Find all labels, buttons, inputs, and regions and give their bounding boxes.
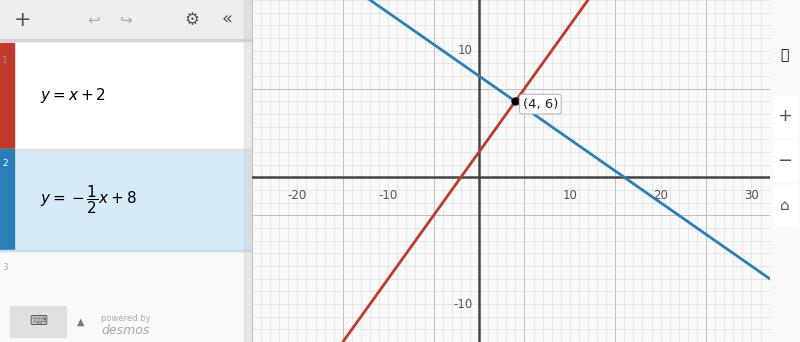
Bar: [0, 149, 14, 250]
Text: 🔧: 🔧: [781, 48, 789, 62]
Bar: [0, 149, 252, 150]
Text: $y = x + 2$: $y = x + 2$: [40, 86, 106, 105]
Text: -10: -10: [378, 189, 398, 202]
Text: ⌨: ⌨: [29, 315, 46, 328]
Text: 2: 2: [2, 159, 8, 168]
Text: 10: 10: [458, 44, 473, 57]
Text: 1: 1: [2, 56, 8, 65]
Text: -10: -10: [454, 298, 473, 311]
Text: ↩: ↩: [87, 12, 100, 27]
Text: ▲: ▲: [77, 316, 84, 327]
Bar: [0, 39, 252, 41]
Bar: [0, 250, 252, 251]
Bar: [245, 0, 252, 342]
Text: ↪: ↪: [120, 12, 132, 27]
Bar: [10, 306, 66, 337]
Text: desmos: desmos: [102, 324, 150, 337]
Text: powered by: powered by: [101, 314, 151, 323]
Text: 30: 30: [744, 189, 759, 202]
Bar: [0, 43, 14, 149]
Bar: [0, 0, 252, 39]
Text: ⚙: ⚙: [184, 11, 199, 29]
Text: ⌂: ⌂: [780, 198, 790, 213]
Bar: [773, 140, 797, 181]
Bar: [0, 149, 252, 250]
Bar: [0, 43, 252, 149]
Text: «: «: [222, 11, 232, 29]
Text: 3: 3: [2, 263, 8, 272]
Text: (4, 6): (4, 6): [522, 98, 558, 111]
Text: 10: 10: [562, 189, 578, 202]
Text: -20: -20: [288, 189, 307, 202]
Text: +: +: [14, 10, 31, 30]
Bar: [773, 96, 797, 137]
Text: +: +: [778, 107, 792, 125]
Bar: [773, 185, 797, 226]
Text: −: −: [778, 152, 792, 170]
Text: $y = -\dfrac{1}{2}x + 8$: $y = -\dfrac{1}{2}x + 8$: [40, 183, 137, 215]
Text: 20: 20: [653, 189, 668, 202]
